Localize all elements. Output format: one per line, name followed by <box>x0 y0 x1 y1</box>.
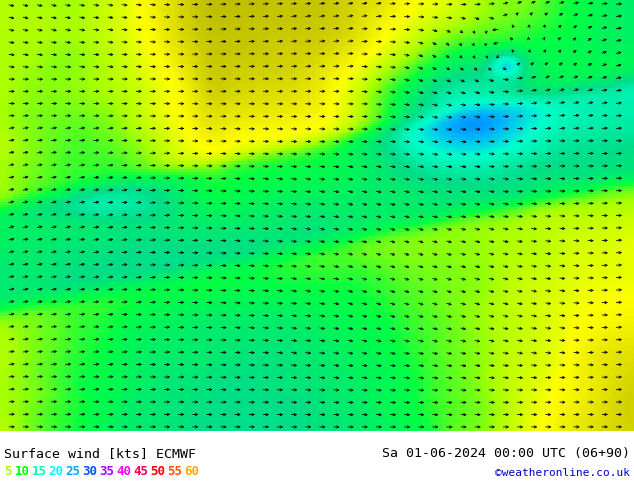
Text: 20: 20 <box>48 465 63 478</box>
Text: 60: 60 <box>184 465 200 478</box>
Text: Surface wind [kts] ECMWF: Surface wind [kts] ECMWF <box>4 447 196 460</box>
Text: ©weatheronline.co.uk: ©weatheronline.co.uk <box>495 468 630 478</box>
Text: Sa 01-06-2024 00:00 UTC (06+90): Sa 01-06-2024 00:00 UTC (06+90) <box>382 447 630 460</box>
Text: 10: 10 <box>15 465 30 478</box>
Text: 40: 40 <box>117 465 131 478</box>
Text: 5: 5 <box>4 465 11 478</box>
Text: 45: 45 <box>134 465 148 478</box>
Text: 15: 15 <box>32 465 46 478</box>
Text: 35: 35 <box>100 465 115 478</box>
Text: 25: 25 <box>65 465 81 478</box>
Text: 55: 55 <box>167 465 183 478</box>
Text: 50: 50 <box>150 465 165 478</box>
Text: 30: 30 <box>82 465 98 478</box>
